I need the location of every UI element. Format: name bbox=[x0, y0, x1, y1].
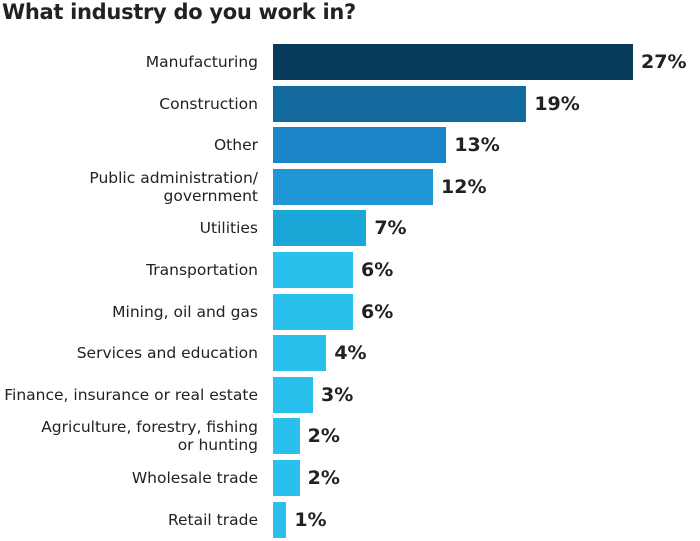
bar bbox=[273, 501, 287, 538]
value-label: 3% bbox=[321, 383, 354, 406]
value-label: 6% bbox=[361, 259, 394, 281]
value-label: 4% bbox=[334, 342, 367, 365]
bar bbox=[273, 127, 447, 164]
bar bbox=[273, 168, 433, 205]
category-label: Wholesale trade bbox=[131, 469, 258, 487]
value-label: 1% bbox=[294, 508, 327, 531]
value-label: 2% bbox=[307, 425, 340, 448]
value-label: 19% bbox=[534, 92, 580, 115]
value-label: 13% bbox=[454, 134, 500, 157]
category-label: Utilities bbox=[199, 219, 258, 238]
category-label: Construction bbox=[159, 94, 258, 113]
value-label: 7% bbox=[374, 217, 407, 240]
category-label: Public administration/ government bbox=[89, 168, 258, 205]
bar bbox=[273, 418, 300, 455]
bar bbox=[273, 335, 327, 372]
bar bbox=[273, 252, 353, 288]
chart-title: What industry do you work in? bbox=[2, 0, 356, 24]
bar bbox=[273, 210, 367, 247]
category-label: Mining, oil and gas bbox=[112, 302, 258, 321]
category-label: Other bbox=[213, 136, 258, 155]
category-label: Retail trade bbox=[167, 510, 258, 529]
category-label: Services and education bbox=[76, 344, 258, 363]
value-label: 2% bbox=[307, 467, 340, 489]
category-label: Transportation bbox=[146, 261, 258, 279]
value-label: 6% bbox=[361, 300, 394, 323]
value-label: 27% bbox=[641, 51, 687, 73]
bar bbox=[273, 85, 527, 122]
bar bbox=[273, 460, 300, 496]
category-label: Agriculture, forestry, fishing or huntin… bbox=[41, 418, 258, 455]
bar bbox=[273, 376, 313, 413]
bar bbox=[273, 44, 633, 80]
value-label: 12% bbox=[441, 175, 487, 198]
bar bbox=[273, 293, 353, 330]
category-label: Manufacturing bbox=[145, 53, 258, 71]
category-label: Finance, insurance or real estate bbox=[4, 385, 258, 404]
